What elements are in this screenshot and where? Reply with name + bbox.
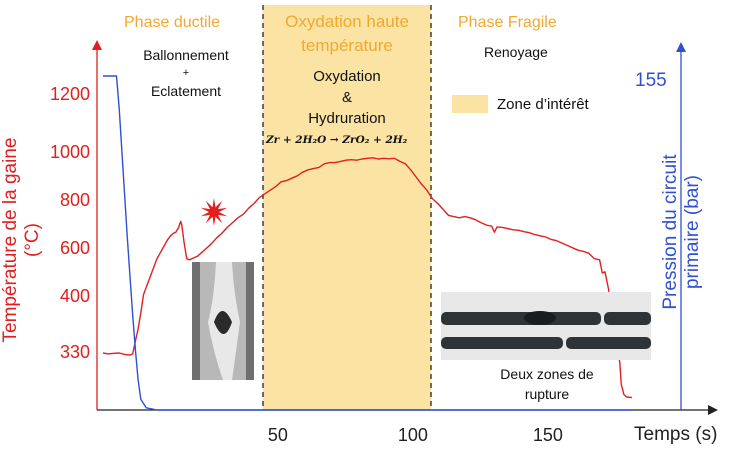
rupture-caption: Deux zones de rupture [500, 366, 594, 402]
right-y-tick-label: 155 [635, 70, 667, 91]
legend-label: Zone d’intérêt [497, 96, 589, 113]
left-y-tick-label: 800 [59, 190, 90, 210]
phase-fragile-subtitle: Renoyage [484, 44, 548, 60]
temperature-line [102, 157, 633, 399]
left-y-tick-label: 1000 [49, 142, 90, 162]
left-y-tick-label: 600 [59, 238, 90, 258]
rupture-photo [441, 292, 651, 360]
phase-ductile-subtitle: Ballonnement + Eclatement [143, 47, 229, 99]
left-y-tick-label: 330 [59, 342, 90, 362]
burst-marker [200, 198, 228, 226]
left-y-tick-label: 1200 [49, 84, 90, 104]
left-y-tick-label: 400 [59, 286, 90, 306]
left-y-axis-label: Température de la gaine (°C) [0, 137, 43, 343]
zone-oxidation-subtitle: Oxydation & Hydruration [308, 68, 386, 127]
x-axis-arrow [708, 405, 718, 415]
right-y-axis-arrow [676, 42, 686, 52]
pressure-line [103, 75, 632, 411]
balloon-photo [192, 262, 254, 380]
oxidation-equation: Zr + 2H₂O → ZrO₂ + 2H₂ [266, 134, 408, 146]
x-axis-label: Temps (s) [634, 424, 718, 445]
phase-ductile-title: Phase ductile [124, 14, 221, 31]
right-y-axis-label: Pression du circuit primaire (bar) [660, 154, 703, 310]
left-y-axis-arrow [92, 40, 102, 50]
x-tick-label: 100 [397, 425, 428, 445]
x-tick-label: 50 [267, 425, 288, 445]
zone-of-interest-band [263, 5, 431, 410]
zone-oxidation-title: Oxydation haute température [285, 12, 409, 55]
phase-fragile-title: Phase Fragile [458, 14, 557, 31]
x-tick-label: 150 [532, 425, 563, 445]
legend-swatch [452, 95, 488, 113]
